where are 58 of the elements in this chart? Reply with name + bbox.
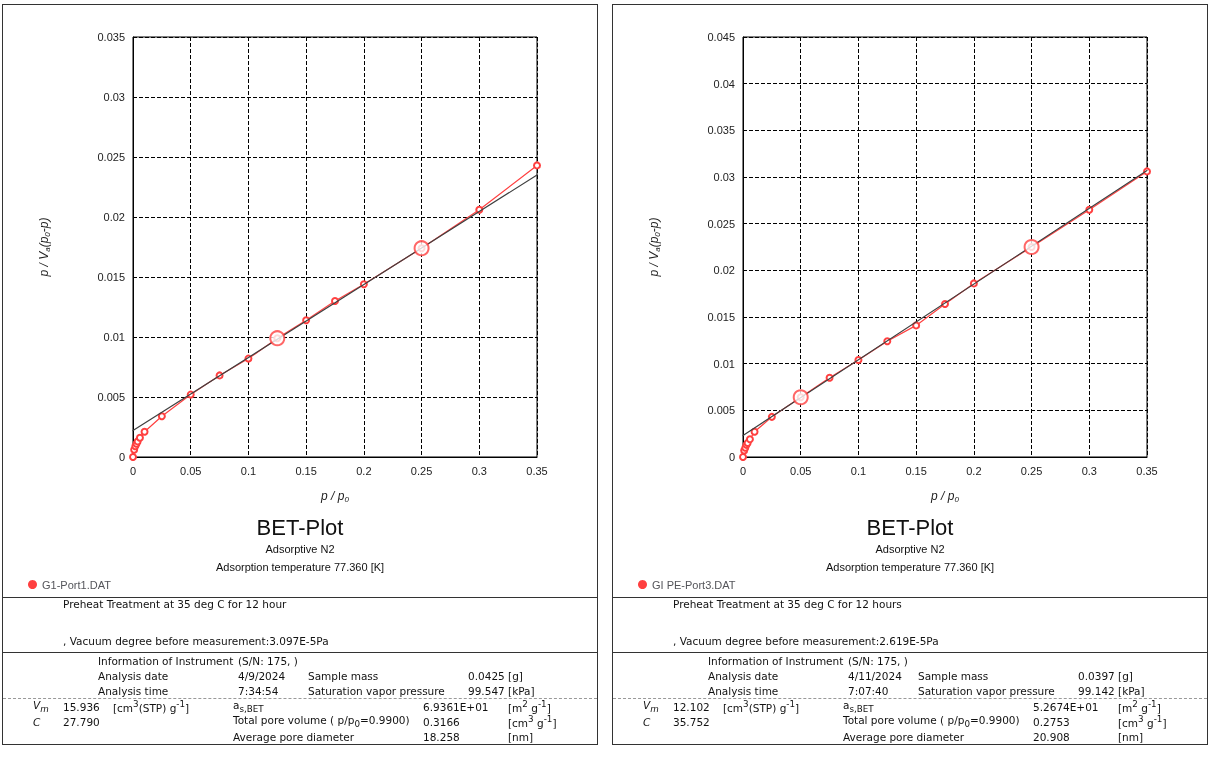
y-tick-label: 0.015	[97, 271, 125, 283]
y-tick-label: 0.01	[103, 331, 125, 343]
x-tick-label: 0.25	[410, 464, 433, 477]
text: Adsorptive N2 Adsorption temperature 77.360 [K]	[825, 543, 995, 573]
text: Preheat Treatment at 35 deg C for 12 hour	[62, 598, 288, 612]
y-tick-label: 0.035	[97, 31, 125, 43]
x-tick-label: 0.2	[966, 464, 982, 477]
text: Adsorptive N2 Adsorption temperature 77.360 [K]	[215, 543, 385, 573]
y-tick-label: 0.005	[97, 391, 125, 403]
x-tick-label: 0	[739, 464, 747, 477]
text: Average pore diameter 20.908 [nm]	[843, 730, 1144, 743]
y-tick-label: 0.025	[97, 151, 125, 163]
text: BET-Plot	[256, 514, 344, 540]
x-tick-label: 0.15	[905, 464, 927, 477]
x-tick-label: 0.35	[1136, 464, 1158, 477]
y-tick-label: 0.045	[707, 31, 735, 43]
y-axis-title: p / Va(p0-p)	[37, 217, 52, 278]
y-tick-label: 0.04	[713, 77, 735, 90]
text: V$_{m}$ 12.102 [cm$^{3}$(STP) g$^{-1}$] a$_{s,BET}$ 5.2674E+01 [m$^{2}$ g$^{-1}$]	[643, 699, 1161, 715]
y-tick-label: 0	[728, 451, 735, 463]
text: , Vacuum degree before measurement:3.097E-5Pa	[62, 634, 330, 649]
text: Analysis time 7:34:54 Saturation vapor pressure 99.547 [kPa]	[98, 684, 535, 697]
text: Analysis time 7:07:40 Saturation vapor pressure 99.142 [kPa]	[708, 684, 1145, 697]
x-tick-label: 0.3	[1081, 464, 1097, 477]
y-axis-title: p / Va(p0-p)	[647, 217, 662, 278]
y-tick-label: 0.005	[707, 404, 735, 417]
x-tick-label: 0.05	[790, 464, 812, 477]
legend-label: GI PE-Port3.DAT	[652, 578, 736, 591]
x-tick-label: 0.1	[850, 464, 867, 477]
y-tick-label: 0.025	[707, 217, 735, 230]
y-tick-label: 0.03	[713, 171, 735, 183]
text: Analysis date 4/9/2024 Sample mass 0.0425 [g]	[98, 669, 523, 682]
x-tick-label: 0	[129, 464, 137, 477]
y-tick-label: 0.015	[707, 311, 735, 323]
y-tick-label: 0.02	[713, 264, 735, 277]
text: BET-Plot	[866, 514, 954, 540]
x-tick-label: 0.1	[240, 464, 257, 477]
x-tick-label: 0.05	[180, 464, 202, 477]
text: C 27.790 Total pore volume ( p/p$_{0}$=0.9900) 0.3166 [cm$^{3}$ g$^{-1}$]	[33, 714, 557, 730]
y-tick-label: 0	[118, 451, 125, 463]
y-tick-label: 0.035	[707, 124, 735, 137]
text: Information of Instrument (S/N: 175, )	[708, 654, 909, 667]
legend-label: G1-Port1.DAT	[42, 578, 112, 591]
y-tick-label: 0.03	[103, 91, 125, 103]
x-tick-label: 0.3	[471, 464, 487, 477]
y-tick-label: 0.02	[103, 211, 125, 223]
text: V$_{m}$ 15.936 [cm$^{3}$(STP) g$^{-1}$] a$_{s,BET}$ 6.9361E+01 [m$^{2}$ g$^{-1}$]	[33, 699, 551, 715]
x-tick-label: 0.35	[526, 464, 548, 477]
x-tick-label: 0.15	[295, 464, 317, 477]
x-tick-label: 0.2	[356, 464, 372, 477]
text: , Vacuum degree before measurement:2.619E-5Pa	[672, 634, 940, 649]
text: Preheat Treatment at 35 deg C for 12 hours	[672, 598, 903, 612]
x-tick-label: 0.25	[1020, 464, 1043, 477]
text: Information of Instrument (S/N: 175, )	[98, 654, 299, 667]
y-tick-label: 0.01	[713, 357, 735, 370]
text: Analysis date 4/11/2024 Sample mass 0.0397 [g]	[708, 669, 1133, 682]
text: C 35.752 Total pore volume ( p/p$_{0}$=0.9900) 0.2753 [cm$^{3}$ g$^{-1}$]	[643, 714, 1167, 730]
text: Average pore diameter 18.258 [nm]	[233, 730, 534, 743]
